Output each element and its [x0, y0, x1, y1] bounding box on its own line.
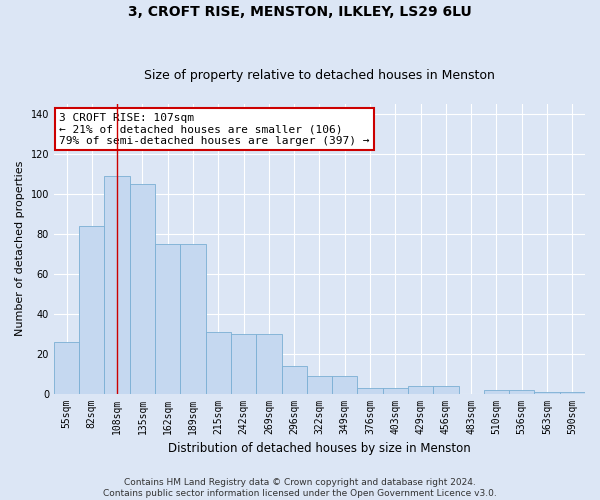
Bar: [281, 366, 307, 394]
Bar: [79, 226, 104, 394]
Bar: [54, 342, 79, 394]
Bar: [104, 176, 130, 394]
Bar: [181, 244, 206, 394]
Bar: [155, 244, 181, 394]
Bar: [256, 334, 281, 394]
Bar: [332, 376, 358, 394]
Bar: [509, 390, 535, 394]
Title: Size of property relative to detached houses in Menston: Size of property relative to detached ho…: [144, 69, 495, 82]
Bar: [535, 392, 560, 394]
Bar: [358, 388, 383, 394]
Bar: [206, 332, 231, 394]
Text: 3 CROFT RISE: 107sqm
← 21% of detached houses are smaller (106)
79% of semi-deta: 3 CROFT RISE: 107sqm ← 21% of detached h…: [59, 112, 370, 146]
Bar: [231, 334, 256, 394]
Bar: [484, 390, 509, 394]
Bar: [408, 386, 433, 394]
Bar: [130, 184, 155, 394]
Bar: [383, 388, 408, 394]
X-axis label: Distribution of detached houses by size in Menston: Distribution of detached houses by size …: [168, 442, 471, 455]
Bar: [560, 392, 585, 394]
Y-axis label: Number of detached properties: Number of detached properties: [15, 161, 25, 336]
Bar: [433, 386, 458, 394]
Text: Contains HM Land Registry data © Crown copyright and database right 2024.
Contai: Contains HM Land Registry data © Crown c…: [103, 478, 497, 498]
Bar: [307, 376, 332, 394]
Text: 3, CROFT RISE, MENSTON, ILKLEY, LS29 6LU: 3, CROFT RISE, MENSTON, ILKLEY, LS29 6LU: [128, 5, 472, 19]
